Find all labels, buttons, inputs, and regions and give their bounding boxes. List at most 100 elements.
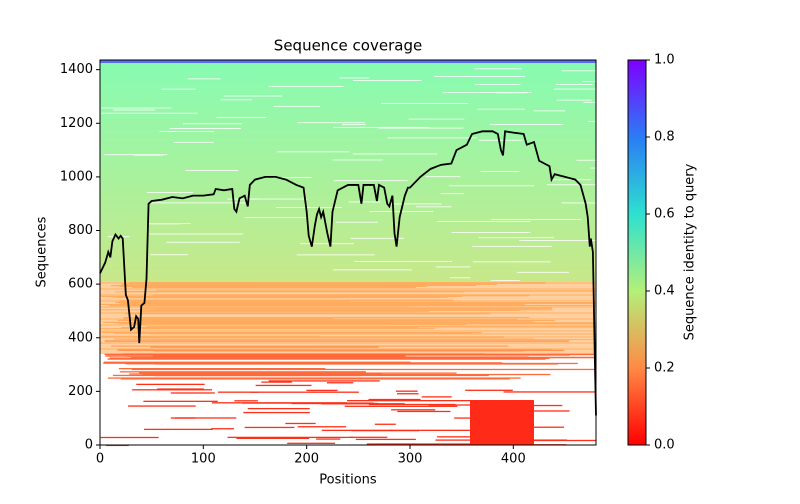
msa-row (100, 436, 159, 439)
msa-row (366, 443, 487, 445)
msa-row (100, 282, 596, 283)
msa-row (100, 343, 596, 344)
y-tick-label: 1000 (60, 169, 93, 184)
msa-row (465, 389, 513, 391)
msa-gap (333, 180, 408, 182)
msa-gap (300, 243, 354, 245)
msa-row (100, 328, 596, 330)
msa-row (100, 302, 596, 304)
msa-row (268, 380, 380, 382)
msa-row (100, 304, 596, 306)
msa-row (227, 436, 354, 439)
msa-row (100, 352, 596, 354)
msa-row (100, 308, 596, 310)
msa-gap (472, 245, 552, 247)
msa-gap (491, 219, 581, 220)
x-tick-label: 100 (191, 452, 216, 467)
msa-gap (587, 120, 613, 122)
msa-gap (148, 223, 191, 225)
x-tick-label: 200 (294, 452, 319, 467)
msa-row (100, 292, 596, 294)
colorbar-frame (627, 59, 647, 446)
colorbar-tick-label: 1.0 (654, 53, 675, 68)
msa-row (100, 331, 596, 332)
msa-row (144, 428, 213, 431)
y-tick-label: 600 (68, 277, 93, 292)
msa-row (321, 403, 405, 405)
msa-row (100, 345, 596, 347)
msa-row (100, 294, 596, 295)
msa-row (100, 321, 596, 323)
msa-gap (387, 203, 442, 205)
msa-row (100, 344, 596, 346)
msa-gap (516, 271, 570, 273)
msa-row (100, 336, 596, 337)
msa-row (428, 404, 509, 406)
msa-gap (183, 123, 243, 125)
msa-row (368, 403, 456, 406)
msa-gap (227, 198, 259, 200)
msa-gap (296, 254, 375, 256)
msa-row (131, 368, 596, 371)
msa-row (100, 284, 596, 286)
colorbar-label: Sequence identity to query (683, 163, 698, 340)
msa-row (100, 313, 596, 314)
msa-row (100, 339, 596, 341)
msa-row (100, 297, 596, 299)
msa-row (243, 411, 310, 414)
msa-row (100, 351, 596, 353)
msa-row (100, 340, 596, 342)
msa-gap (480, 170, 520, 172)
msa-gap (435, 266, 471, 268)
msa-row (100, 320, 596, 322)
msa-row (100, 319, 596, 320)
msa-row (107, 377, 521, 379)
msa-gap (159, 131, 214, 132)
msa-gap (103, 154, 168, 156)
msa-row (347, 400, 483, 402)
msa-row (344, 405, 458, 407)
y-axis-label: Sequences (35, 216, 50, 287)
msa-gap (582, 81, 669, 82)
msa-gap (134, 154, 164, 156)
msa-gap (350, 237, 405, 239)
msa-row (100, 288, 596, 289)
msa-row (123, 317, 530, 319)
msa-gap (437, 221, 531, 222)
msa-gap (472, 261, 551, 263)
y-tick-label: 1400 (60, 62, 93, 77)
msa-row (350, 436, 388, 438)
msa-row (100, 298, 596, 300)
msa-row (100, 322, 596, 324)
msa-gap (107, 236, 130, 238)
msa-gap (547, 184, 609, 186)
msa-row (143, 400, 218, 402)
msa-row (151, 357, 385, 359)
msa-gap (378, 127, 464, 129)
msa-row (115, 301, 458, 303)
msa-gap (519, 240, 604, 241)
msa-row (244, 426, 295, 429)
msa-row (100, 312, 596, 313)
y-tick-label: 800 (68, 223, 93, 238)
msa-row (100, 346, 596, 348)
msa-row (285, 422, 316, 425)
msa-row (132, 389, 212, 391)
msa-gap (169, 128, 241, 129)
msa-row (100, 301, 596, 302)
msa-gap (273, 105, 321, 107)
colorbar (628, 60, 646, 445)
msa-gap (442, 92, 532, 94)
msa-gap (352, 153, 438, 155)
msa-gap (161, 88, 196, 90)
colorbar-tick-label: 0.0 (654, 438, 675, 453)
msa-gap (220, 99, 253, 101)
msa-row (100, 332, 596, 334)
msa-row (101, 331, 482, 333)
msa-gap (341, 124, 366, 126)
msa-gap (243, 198, 308, 200)
x-tick-label: 0 (96, 452, 104, 467)
msa-row (119, 300, 351, 302)
msa-row (136, 383, 205, 386)
msa-row (211, 428, 235, 430)
